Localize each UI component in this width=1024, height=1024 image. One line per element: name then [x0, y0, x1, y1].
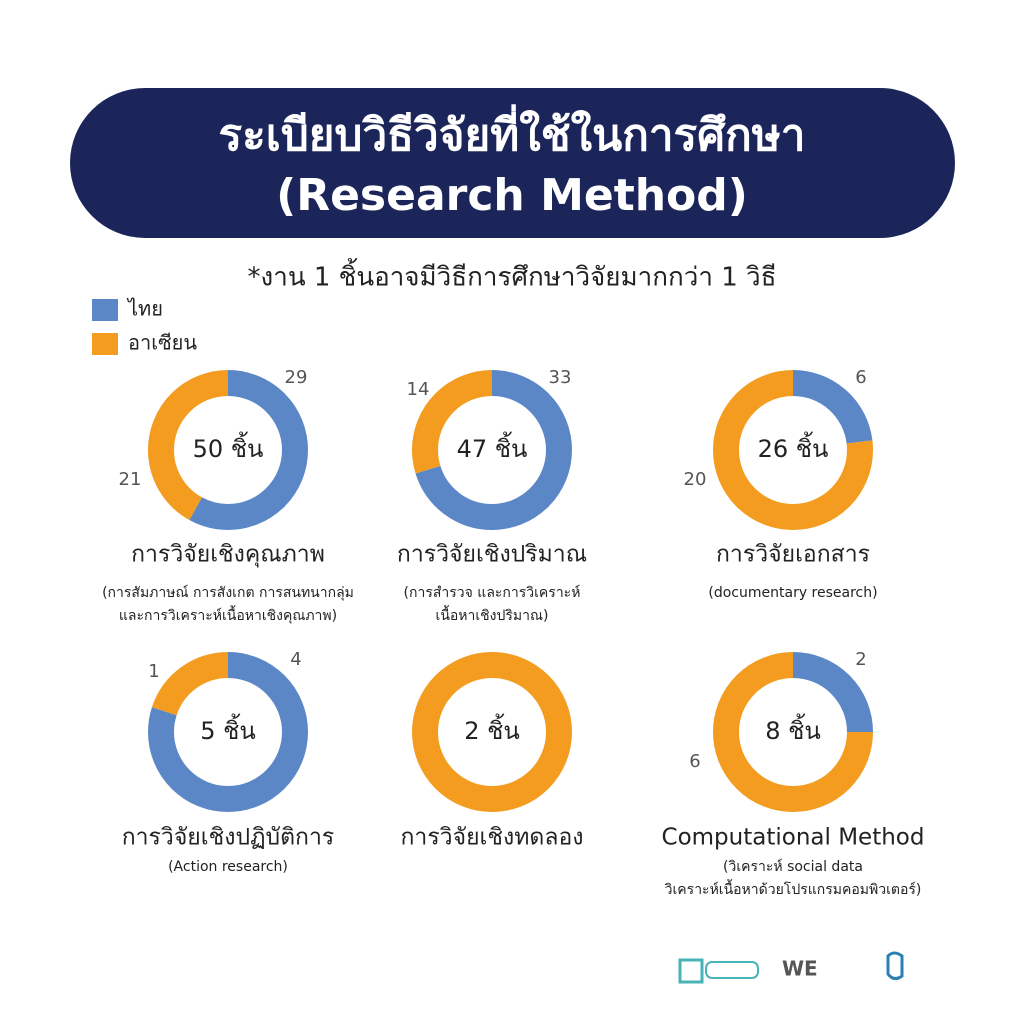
logo-icon: [678, 958, 704, 984]
title: ระเบียบวิธีวิจัยที่ใช้ในการศึกษา: [219, 104, 806, 161]
chart-title: Computational Method: [662, 825, 925, 851]
chart-subtitle: (การสัมภาษณ์ การสังเกต การสนทนากลุ่ม: [102, 584, 354, 601]
value-label: 20: [684, 469, 707, 490]
center-label: 5 ชิ้น: [200, 713, 256, 745]
donut-segment: [713, 370, 873, 530]
donut-segment: [713, 652, 873, 812]
chart-title: การวิจัยเชิงปฏิบัติการ: [122, 825, 335, 851]
value-label: 1: [148, 661, 159, 682]
value-label: 29: [285, 367, 308, 388]
chart-title: การวิจัยเชิงปริมาณ: [397, 542, 587, 568]
chart-subtitle: (documentary research): [708, 585, 877, 601]
chart-subtitle: เนื้อหาเชิงปริมาณ): [436, 605, 549, 624]
center-label: 26 ชิ้น: [758, 431, 829, 463]
center-label: 2 ชิ้น: [464, 713, 520, 745]
chart-subtitle: วิเคราะห์เนื้อหาด้วยโปรแกรมคอมพิวเตอร์): [665, 879, 922, 898]
logo-icon: [886, 951, 904, 981]
donut-segment: [412, 370, 572, 530]
header-pill: [70, 88, 955, 238]
chart-subtitle: (วิเคราะห์ social data: [723, 858, 863, 875]
donut-segment: [412, 652, 572, 812]
center-label: 50 ชิ้น: [193, 431, 264, 463]
chart-title: การวิจัยเอกสาร: [716, 542, 870, 568]
legend-swatch: [92, 333, 118, 355]
donut-segment: [148, 652, 308, 812]
chart-subtitle: (Action research): [168, 859, 288, 875]
legend-label: ไทย: [126, 297, 163, 321]
logo-text: WE: [782, 957, 818, 981]
chart-subtitle: (การสำรวจ และการวิเคราะห์: [404, 584, 581, 601]
value-label: 4: [290, 649, 301, 670]
donut-segment: [148, 370, 308, 530]
value-label: 14: [407, 379, 430, 400]
note: *งาน 1 ชิ้นอาจมีวิธีการศึกษาวิจัยมากกว่า…: [248, 258, 777, 293]
chart-title: การวิจัยเชิงทดลอง: [400, 825, 583, 851]
chart-subtitle: และการวิเคราะห์เนื้อหาเชิงคุณภาพ): [119, 605, 337, 624]
legend-label: อาเซียน: [128, 331, 197, 355]
center-label: 8 ชิ้น: [765, 713, 821, 745]
value-label: 33: [549, 367, 572, 388]
subtitle: (Research Method): [276, 170, 748, 221]
logos: WE: [678, 951, 904, 984]
logo-icon: [705, 961, 759, 979]
value-label: 2: [855, 649, 866, 670]
center-label: 47 ชิ้น: [457, 431, 528, 463]
legend-swatch: [92, 299, 118, 321]
value-label: 6: [855, 367, 866, 388]
value-label: 6: [689, 751, 700, 772]
chart-title: การวิจัยเชิงคุณภาพ: [131, 542, 325, 568]
value-label: 21: [119, 469, 142, 490]
